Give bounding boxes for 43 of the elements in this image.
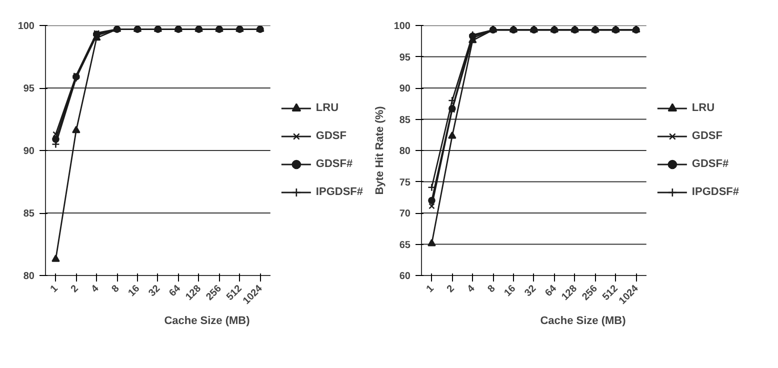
legend-label: GDSF bbox=[692, 130, 722, 142]
y-tick-label: 100 bbox=[18, 21, 35, 32]
x-tick-label: 128 bbox=[184, 283, 204, 303]
x-tick-label: 2 bbox=[445, 283, 458, 296]
y-tick-label: 75 bbox=[399, 177, 411, 188]
x-tick-label: 16 bbox=[502, 283, 518, 299]
y-tick-label: 85 bbox=[399, 114, 411, 126]
x-tick-label: 256 bbox=[204, 283, 224, 303]
x-axis-title: Cache Size (MB) bbox=[164, 315, 250, 328]
y-axis-title: Byte Hit Rate (%) bbox=[374, 106, 386, 195]
y-tick-label: 65 bbox=[399, 240, 411, 251]
x-tick-label: 8 bbox=[110, 283, 122, 296]
x-tick-label: 4 bbox=[89, 283, 102, 296]
x-tick-label: 8 bbox=[486, 283, 498, 296]
y-tick-label: 100 bbox=[394, 21, 411, 32]
x-tick-label: 32 bbox=[522, 283, 539, 299]
x-tick-label: 64 bbox=[167, 283, 184, 299]
x-tick-label: 2 bbox=[69, 283, 82, 296]
legend-label: LRU bbox=[316, 102, 339, 114]
x-tick-label: 4 bbox=[465, 283, 478, 296]
legend-label: IPGDSF# bbox=[316, 186, 363, 198]
x-tick-label: 1 bbox=[424, 283, 437, 296]
x-tick-label: 32 bbox=[146, 283, 163, 299]
y-tick-label: 90 bbox=[399, 84, 411, 94]
x-tick-label: 256 bbox=[580, 283, 600, 303]
x-tick-label: 128 bbox=[560, 283, 580, 303]
legend-label: GDSF# bbox=[316, 158, 353, 170]
y-tick-label: 95 bbox=[399, 52, 411, 64]
y-tick-label: 90 bbox=[23, 146, 35, 157]
x-axis-title: Cache Size (MB) bbox=[540, 315, 626, 328]
y-tick-label: 85 bbox=[23, 208, 35, 220]
legend-label: GDSF# bbox=[692, 158, 729, 170]
legend-label: IPGDSF# bbox=[692, 186, 739, 198]
y-tick-label: 80 bbox=[399, 146, 411, 157]
legend-label: GDSF bbox=[316, 130, 346, 142]
x-tick-label: 64 bbox=[543, 283, 560, 299]
x-tick-label: 1 bbox=[48, 283, 61, 296]
x-tick-label: 16 bbox=[126, 283, 142, 299]
legend-label: LRU bbox=[692, 102, 715, 114]
y-tick-label: 80 bbox=[23, 271, 35, 282]
y-tick-label: 70 bbox=[399, 208, 411, 220]
y-tick-label: 60 bbox=[399, 271, 411, 282]
y-tick-label: 95 bbox=[23, 84, 35, 94]
